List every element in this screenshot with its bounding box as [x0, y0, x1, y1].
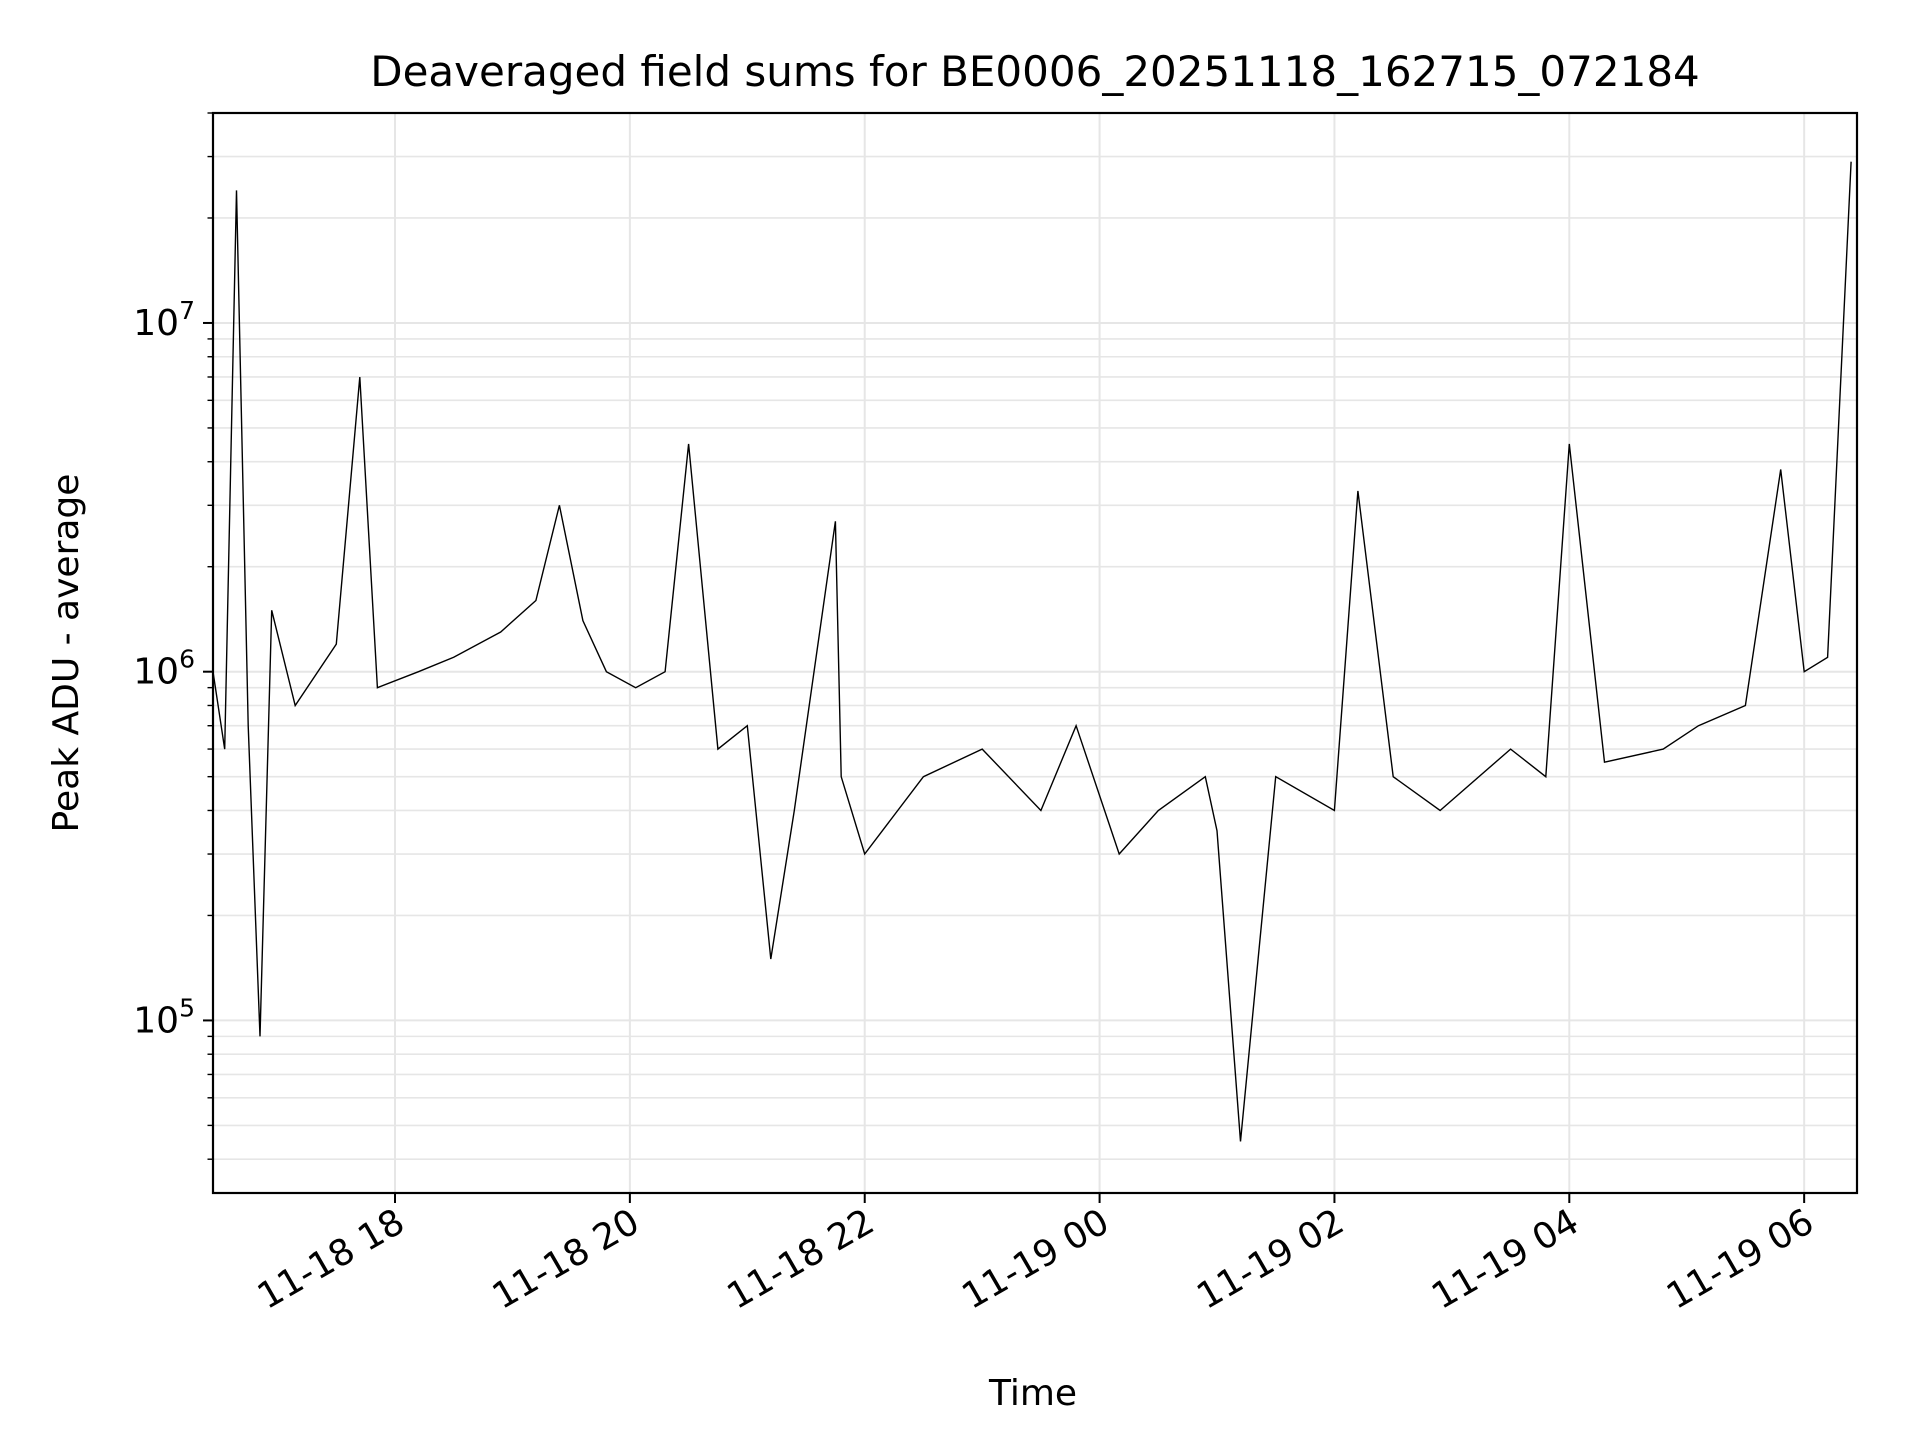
x-axis-label: Time — [988, 1373, 1077, 1414]
y-tick-label: 106 — [133, 645, 195, 693]
y-tick-base: 10 — [133, 1000, 179, 1041]
series-line — [212, 161, 1852, 1142]
y-tick-exponent: 7 — [179, 296, 195, 325]
y-axis-label: Peak ADU - average — [46, 474, 87, 833]
y-tick-label: 105 — [133, 993, 195, 1041]
y-tick-base: 10 — [133, 303, 179, 344]
y-tick-base: 10 — [133, 652, 179, 693]
y-tick-exponent: 5 — [179, 993, 195, 1022]
plot-frame — [211, 111, 1859, 1195]
chart-title: Deaveraged field sums for BE0006_2025111… — [370, 47, 1700, 96]
y-tick-exponent: 6 — [179, 645, 195, 674]
y-tick-label: 107 — [133, 296, 195, 344]
grid — [213, 112, 1857, 1193]
